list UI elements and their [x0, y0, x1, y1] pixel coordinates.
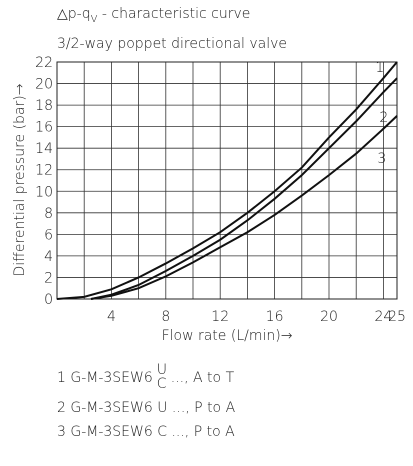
y-axis-label: Differential pressure (bar)→ — [12, 83, 28, 276]
legend-note: 2 G-M-3SEW6 U ..., P to A — [57, 400, 236, 416]
y-tick-label: 18 — [35, 98, 53, 114]
y-tick-label: 2 — [44, 270, 53, 286]
chart-subtitle: 3/2-way poppet directional valve — [57, 36, 287, 52]
y-tick-label: 16 — [35, 120, 53, 136]
legend-note: 1 G-M-3SEW6 — [57, 370, 153, 386]
legend-note-under: C — [157, 376, 167, 392]
y-tick-label: 8 — [44, 206, 53, 222]
curve — [56, 61, 398, 300]
x-tick-label: 24 — [374, 309, 392, 325]
curve — [90, 115, 398, 300]
y-tick-label: 0 — [44, 292, 53, 308]
plot-frame — [56, 61, 398, 300]
x-tick-label: 25 — [388, 309, 406, 325]
x-tick-label: 20 — [320, 309, 338, 325]
curve-label: 2 — [379, 110, 388, 126]
x-tick-label: 8 — [161, 309, 170, 325]
x-tick-label: 12 — [211, 309, 229, 325]
y-tick-label: 4 — [44, 249, 53, 265]
y-tick-label: 14 — [35, 141, 53, 157]
y-tick-label: 20 — [35, 77, 53, 93]
x-tick-label: 4 — [107, 309, 116, 325]
y-tick-label: 12 — [35, 163, 53, 179]
y-tick-label: 10 — [35, 184, 53, 200]
curve-label: 1 — [375, 60, 384, 76]
x-tick-label: 16 — [266, 309, 284, 325]
curve — [90, 77, 398, 300]
curve-label: 3 — [377, 151, 386, 167]
y-tick-label: 22 — [35, 55, 53, 71]
legend-note-over: U — [157, 362, 167, 378]
x-axis-label: Flow rate (L/min)→ — [162, 328, 293, 344]
legend-note: 3 G-M-3SEW6 C ..., P to A — [57, 424, 235, 440]
y-tick-label: 6 — [44, 227, 53, 243]
legend-note-rest: ..., A to T — [171, 370, 235, 386]
chart-title: △p-qV - characteristic curve — [57, 6, 250, 25]
